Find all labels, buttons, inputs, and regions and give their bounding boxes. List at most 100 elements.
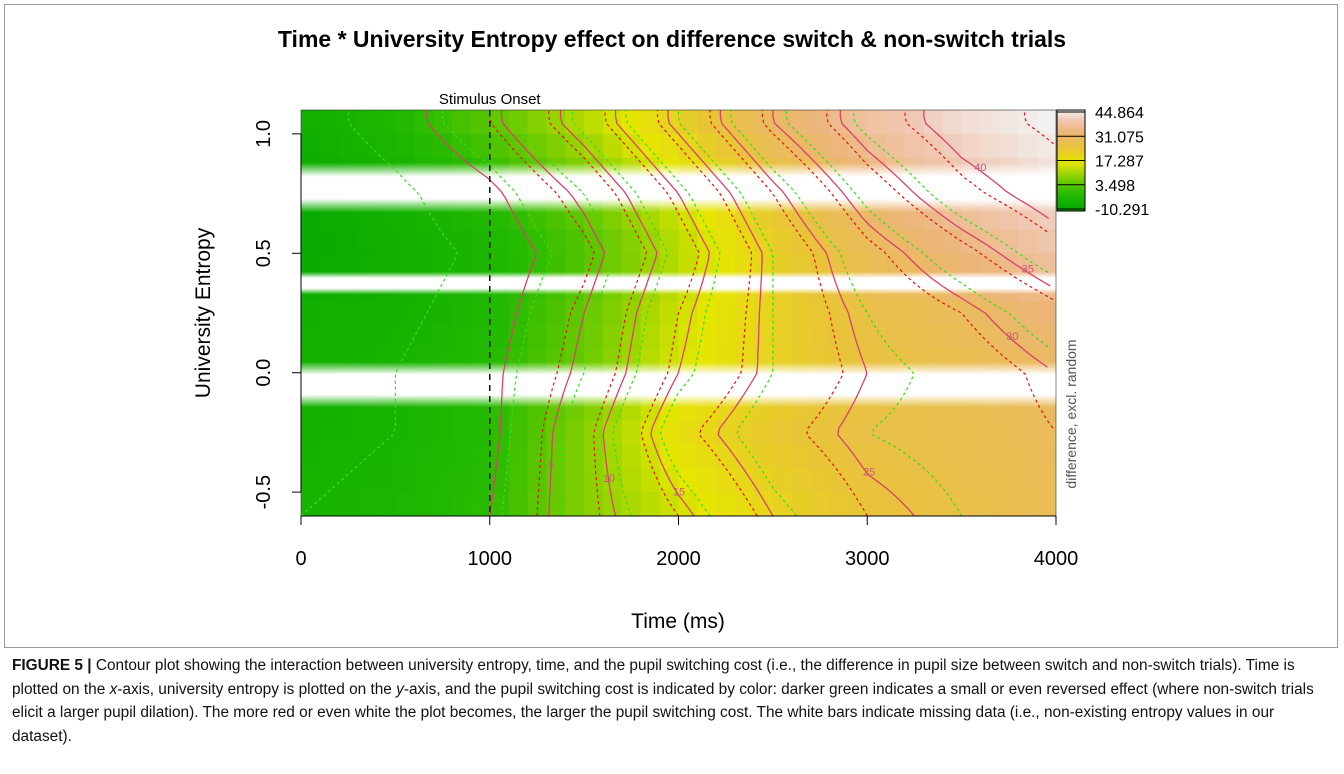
- heatmap-cell: [1018, 420, 1038, 445]
- heatmap-cell: [678, 324, 698, 350]
- heatmap-cell: [829, 324, 849, 350]
- caption-text-3: -axis, and the pupil switching cost is i…: [12, 680, 1314, 745]
- y-tick-label: 1.0: [253, 120, 275, 148]
- heatmap-cell: [621, 133, 642, 159]
- heatmap-cell: [470, 420, 491, 445]
- heatmap-cell: [301, 420, 321, 445]
- heatmap-cell: [414, 492, 434, 516]
- heatmap-cell: [791, 301, 812, 326]
- contour-line-ci-upper: [904, 110, 1048, 233]
- heatmap-cell: [1037, 301, 1056, 326]
- heatmap-cell: [980, 324, 1000, 350]
- heatmap-cell: [735, 420, 755, 445]
- heatmap-cell: [772, 468, 793, 493]
- heatmap-cell: [489, 133, 510, 159]
- heatmap-cell: [1018, 301, 1038, 326]
- heatmap-cell: [754, 468, 774, 493]
- heatmap-cell: [1018, 468, 1038, 493]
- heatmap-cell: [319, 492, 340, 516]
- heatmap-cell: [678, 492, 698, 516]
- heatmap-cell: [621, 324, 642, 350]
- heatmap-cell: [961, 253, 982, 278]
- heatmap-cell: [810, 444, 831, 469]
- heatmap-cell: [980, 301, 1000, 326]
- heatmap-cell: [338, 133, 359, 159]
- heatmap-cell: [829, 444, 849, 469]
- heatmap-cell: [301, 229, 321, 254]
- contour-line-ci-lower: [785, 110, 1049, 348]
- figure-frame: [4, 4, 1338, 648]
- heatmap-cell: [603, 110, 623, 135]
- heatmap-cell: [980, 492, 1000, 516]
- contour-label: 0: [489, 494, 495, 506]
- heatmap-cell: [678, 420, 698, 445]
- heatmap-cell: [980, 110, 1000, 135]
- heatmap-cell: [905, 229, 925, 254]
- heatmap-cell: [886, 444, 906, 469]
- y-tick-label: 0.0: [253, 359, 275, 387]
- heatmap-cell: [414, 468, 434, 493]
- heatmap-cell: [376, 229, 396, 254]
- heatmap-cell: [810, 324, 831, 350]
- heatmap-cell: [584, 420, 604, 445]
- heatmap-cell: [621, 253, 642, 278]
- missing-data-bar: [301, 162, 1056, 213]
- heatmap-cell: [999, 133, 1019, 159]
- heatmap-cell: [829, 133, 849, 159]
- heatmap-cell: [980, 229, 1000, 254]
- heatmap-cell: [772, 229, 793, 254]
- contour-line-fit: [719, 110, 915, 516]
- heatmap-cell: [867, 444, 887, 469]
- heatmap-cell: [433, 133, 453, 159]
- heatmap-cell: [772, 324, 793, 350]
- heatmap-cell: [772, 301, 793, 326]
- heatmap-cell: [452, 133, 472, 159]
- contour-line-ci-lower: [442, 110, 553, 516]
- heatmap-cell: [452, 301, 472, 326]
- heatmap-cell: [414, 110, 434, 135]
- heatmap-cell: [867, 492, 887, 516]
- heatmap-cell: [433, 253, 453, 278]
- heatmap-cell: [716, 110, 736, 135]
- heatmap-cell: [414, 133, 434, 159]
- heatmap-cell: [527, 133, 547, 159]
- heatmap-cell: [961, 420, 982, 445]
- heatmap-cell: [414, 301, 434, 326]
- heatmap-cell: [999, 229, 1019, 254]
- colorbar-label: 17.287: [1095, 154, 1144, 171]
- heatmap-cell: [905, 324, 925, 350]
- contour-line-ci-lower: [512, 110, 616, 516]
- stimulus-onset-label: Stimulus Onset: [439, 91, 542, 108]
- heatmap-cell: [697, 301, 717, 326]
- heatmap-cell: [376, 133, 396, 159]
- contour-line-fit: [772, 110, 1048, 368]
- heatmap-cell: [452, 110, 472, 135]
- heatmap-cell: [772, 420, 793, 445]
- heatmap-cell: [565, 468, 585, 493]
- heatmap-cell: [489, 301, 510, 326]
- heatmap-cell: [565, 133, 585, 159]
- x-tick-label: 1000: [468, 548, 513, 570]
- missing-data-bar: [301, 361, 1056, 408]
- heatmap-cell: [489, 253, 510, 278]
- heatmap-cell: [319, 229, 340, 254]
- heatmap-cell: [716, 301, 736, 326]
- heatmap-cell: [905, 133, 925, 159]
- heatmap-cell: [754, 420, 774, 445]
- heatmap-cell: [735, 253, 755, 278]
- heatmap-cell: [565, 420, 585, 445]
- heatmap-cell: [867, 110, 887, 135]
- heatmap-cell: [319, 253, 340, 278]
- contour-line-ci-upper: [826, 110, 1054, 301]
- heatmap-cell: [433, 301, 453, 326]
- heatmap-cell: [848, 420, 868, 445]
- heatmap-cell: [301, 468, 321, 493]
- heatmap-cell: [923, 492, 944, 516]
- heatmap-cell: [716, 253, 736, 278]
- heatmap-cell: [754, 301, 774, 326]
- heatmap-cell: [508, 110, 529, 135]
- heatmap-cell: [735, 468, 755, 493]
- heatmap-cell: [565, 444, 585, 469]
- heatmap-cell: [867, 133, 887, 159]
- heatmap-cell: [376, 301, 396, 326]
